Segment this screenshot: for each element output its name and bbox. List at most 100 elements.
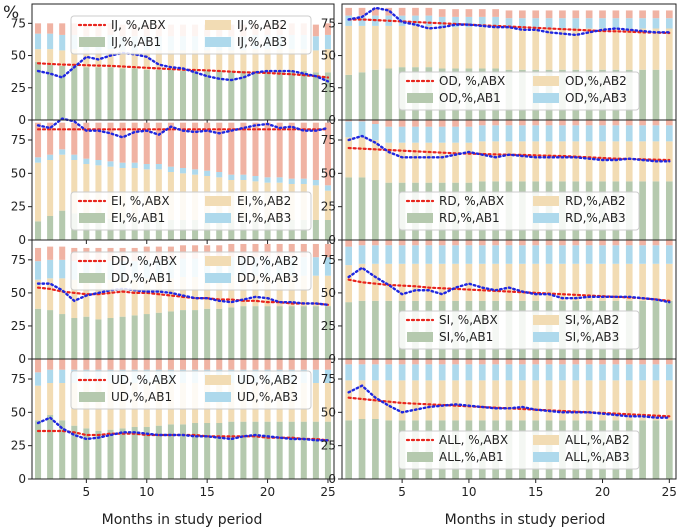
bar-rd-top-25 [665,120,673,126]
bar-all-allab3-1 [345,364,353,381]
bar-dd-ddab1-18 [240,306,247,359]
bar-all-allab3-10 [465,364,473,381]
bar-ud-udab1-11 [155,425,162,479]
bar-od-odab2-9 [452,27,459,69]
bar-od-odab2-3 [372,25,379,70]
bar-od-top-1 [345,7,353,16]
bar-rd-top-11 [478,120,486,126]
ytick-label-all-50: 50 [321,405,336,419]
bar-rd-top-5 [398,120,406,127]
bar-od-odab2-13 [505,28,513,70]
bar-dd-ddab2-6 [95,279,102,320]
bar-all-top-15 [532,359,540,365]
bar-ei-eiab3-14 [192,169,199,175]
bar-od-odab3-10 [465,16,473,28]
bar-od-odab1-24 [652,69,660,120]
bar-all-top-3 [372,359,379,365]
bar-ud-top-20 [264,359,271,370]
bar-od-odab2-14 [519,28,526,70]
bar-ud-udab1-5 [83,428,90,479]
legend-swatch-od-2 [407,93,433,103]
legend-label-ud-3: UD,%,AB3 [237,390,298,404]
bar-all-top-6 [412,359,419,365]
bar-si-siab3-25 [665,245,673,264]
bar-si-top-20 [599,240,606,246]
bar-dd-top-25 [324,243,331,258]
bar-ij-ijab1-22 [288,71,295,120]
bar-od-top-8 [438,9,446,17]
bar-od-top-6 [412,7,419,16]
bar-ij-ijab1-15 [204,71,211,120]
bar-ij-ijab1-8 [119,68,126,120]
bar-si-siab3-1 [345,246,353,266]
bar-all-top-13 [505,359,513,365]
bar-ij-ijab1-19 [252,71,259,120]
bar-ij-ijab2-19 [252,49,259,72]
bar-rd-rdab2-23 [639,141,646,182]
bar-si-siab3-14 [519,245,526,264]
bar-od-odab2-16 [545,28,553,70]
bar-dd-ddab2-20 [264,275,271,307]
bar-od-odab3-2 [358,15,366,26]
bar-ei-top-20 [264,122,271,178]
bar-all-top-20 [599,359,606,365]
y-unit-label: % [3,3,19,23]
legend-box-all [398,430,640,470]
bar-all-allab3-4 [385,364,393,381]
bar-ij-ijab2-21 [276,49,283,72]
bar-od-odab3-11 [478,16,486,28]
bar-dd-ddab2-22 [288,275,295,307]
bar-dd-ddab1-3 [59,314,66,359]
bar-dd-ddab2-2 [47,278,54,311]
bar-rd-top-20 [599,120,606,126]
bar-rd-rdab1-23 [639,181,646,240]
legend-ei: EI, %,ABX EI,%,AB2 EI,%,AB1 EI,%,AB3 [70,191,312,231]
bar-ij-ijab1-4 [71,65,78,120]
line-si-dotted [347,266,671,304]
xtick-label-all-20: 20 [595,485,610,499]
bar-ei-eiab3-19 [252,176,259,182]
bar-ij-ijab3-25 [324,34,331,50]
bar-od-odab2-22 [625,28,633,70]
x-axis-label-left: Months in study period [102,512,263,528]
legend-box-si [398,310,640,350]
bar-ei-eiab1-25 [324,220,331,240]
bar-all-allab2-10 [465,380,473,421]
bar-ij-ijab2-16 [216,50,223,72]
bar-ud-udab1-24 [312,421,319,479]
legend-box-ij [70,15,312,55]
bar-dd-ddab1-19 [252,306,259,359]
bar-all-top-19 [585,359,593,365]
bar-od-top-23 [639,10,646,19]
bar-od-odab2-21 [612,28,620,70]
bar-ij-ijab1-14 [192,71,199,120]
bar-ei-eiab2-1 [35,162,42,222]
bar-ei-eiab3-23 [300,178,307,184]
bar-all-allab2-2 [358,380,366,419]
bar-dd-ddab2-1 [35,279,42,309]
bar-all-allab3-8 [438,364,446,381]
bar-all-allab3-2 [358,364,366,381]
bar-rd-rdab2-3 [372,140,379,180]
legend-swatch-all-3 [533,452,559,462]
legend-box-rd [398,191,640,231]
bar-ij-ijab1-12 [167,69,174,120]
bar-dd-ddab2-3 [59,278,66,315]
bar-od-odab3-12 [492,16,499,28]
bar-rd-rdab3-18 [572,125,580,142]
bar-si-siab2-3 [372,263,379,301]
bar-ud-top-12 [167,359,174,370]
bar-od-odab3-9 [452,16,459,28]
legend-swatch-rd-1 [533,196,559,206]
bar-si-top-8 [438,240,446,246]
legend-swatch-ij-2 [79,37,105,47]
bar-od-odab3-19 [585,18,593,29]
legend-ij: IJ, %,ABX IJ,%,AB2 IJ,%,AB1 IJ,%,AB3 [70,15,312,55]
bar-dd-ddab2-13 [179,277,187,311]
bar-rd-rdab3-23 [639,125,646,142]
bar-rd-rdab3-13 [505,125,513,142]
bar-dd-ddab1-25 [324,306,331,359]
bar-od-odab1-4 [385,68,393,120]
